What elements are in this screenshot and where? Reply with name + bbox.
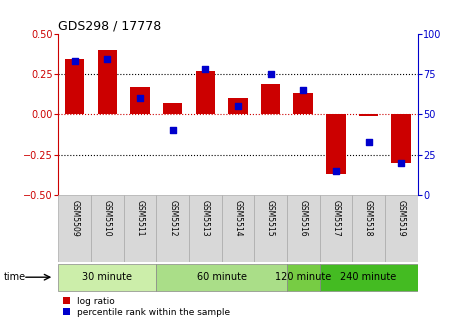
Text: GDS298 / 17778: GDS298 / 17778 xyxy=(58,19,162,33)
Bar xyxy=(97,50,117,114)
Point xyxy=(332,168,339,173)
Bar xyxy=(294,93,313,114)
Text: GSM5517: GSM5517 xyxy=(331,200,340,237)
Bar xyxy=(156,263,287,291)
Bar xyxy=(326,114,346,174)
Text: 120 minute: 120 minute xyxy=(275,272,331,282)
Point xyxy=(71,58,78,64)
Text: 240 minute: 240 minute xyxy=(340,272,397,282)
Text: GSM5509: GSM5509 xyxy=(70,200,79,237)
Point xyxy=(169,128,176,133)
Text: GSM5512: GSM5512 xyxy=(168,200,177,237)
Text: GSM5510: GSM5510 xyxy=(103,200,112,237)
Bar xyxy=(65,59,84,114)
Bar xyxy=(287,263,320,291)
Bar xyxy=(352,195,385,262)
Bar xyxy=(58,195,91,262)
Text: GSM5518: GSM5518 xyxy=(364,200,373,237)
Text: GSM5519: GSM5519 xyxy=(397,200,406,237)
Bar xyxy=(123,195,156,262)
Bar xyxy=(195,71,215,114)
Text: 60 minute: 60 minute xyxy=(197,272,247,282)
Bar xyxy=(254,195,287,262)
Bar xyxy=(156,195,189,262)
Bar xyxy=(58,263,156,291)
Point xyxy=(267,71,274,77)
Bar xyxy=(189,195,222,262)
Point xyxy=(202,67,209,72)
Text: GSM5511: GSM5511 xyxy=(136,200,145,237)
Text: 30 minute: 30 minute xyxy=(82,272,132,282)
Text: GSM5514: GSM5514 xyxy=(233,200,242,237)
Bar xyxy=(228,98,248,114)
Bar xyxy=(392,114,411,163)
Point xyxy=(234,103,242,109)
Bar xyxy=(163,103,182,114)
Text: time: time xyxy=(4,272,26,282)
Point xyxy=(104,57,111,62)
Bar xyxy=(130,87,150,114)
Bar xyxy=(91,195,123,262)
Point xyxy=(299,87,307,93)
Text: GSM5516: GSM5516 xyxy=(299,200,308,237)
Text: GSM5515: GSM5515 xyxy=(266,200,275,237)
Bar xyxy=(222,195,254,262)
Bar xyxy=(320,263,418,291)
Bar xyxy=(359,114,379,116)
Bar xyxy=(320,195,352,262)
Point xyxy=(398,160,405,165)
Bar xyxy=(287,195,320,262)
Bar xyxy=(261,84,281,114)
Text: GSM5513: GSM5513 xyxy=(201,200,210,237)
Point xyxy=(365,139,372,144)
Legend: log ratio, percentile rank within the sample: log ratio, percentile rank within the sa… xyxy=(63,297,230,317)
Point xyxy=(136,95,144,101)
Bar xyxy=(385,195,418,262)
